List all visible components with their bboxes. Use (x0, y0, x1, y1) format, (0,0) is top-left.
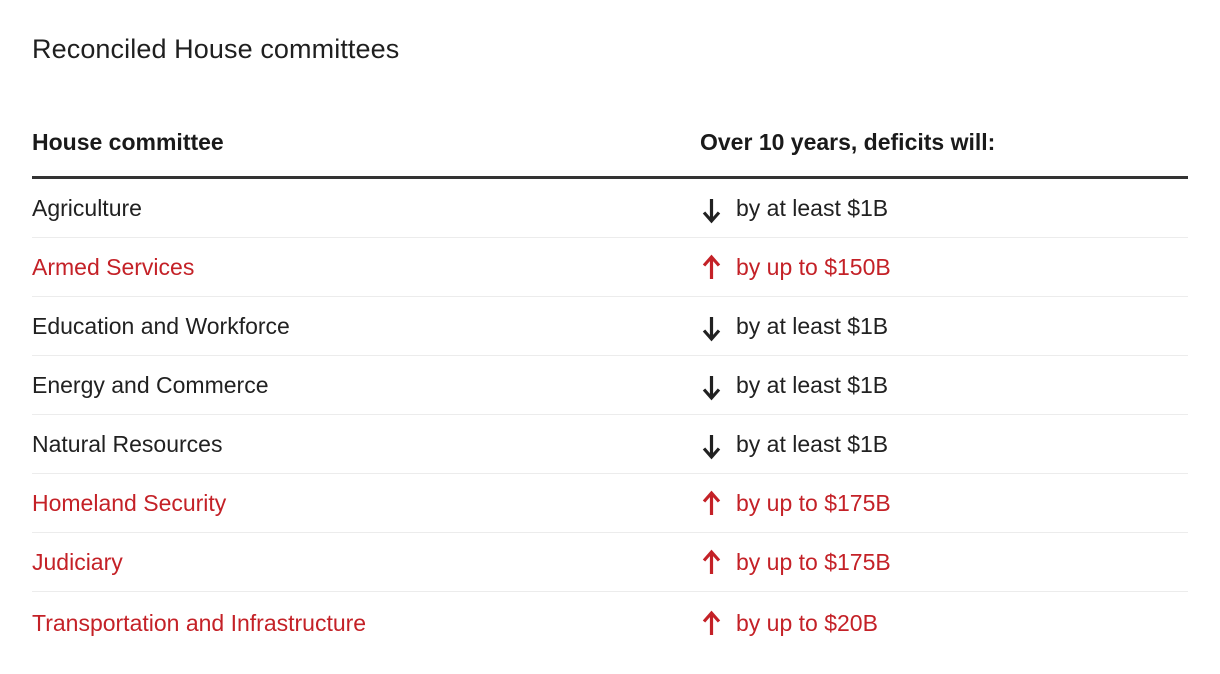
committee-name: Education and Workforce (32, 313, 290, 339)
deficit-cell: by up to $175B (700, 489, 1188, 517)
header-deficits: Over 10 years, deficits will: (700, 129, 996, 155)
arrow-up-icon (700, 490, 723, 517)
table-row: Transportation and Infrastructure by up … (32, 592, 1188, 654)
header-committee: House committee (32, 129, 224, 155)
table-row: Agriculture by at least $1B (32, 179, 1188, 238)
deficit-text: by at least $1B (736, 372, 889, 398)
page-title: Reconciled House committees (32, 34, 400, 64)
table-row: Education and Workforce by at least $1B (32, 297, 1188, 356)
deficit-cell: by up to $20B (700, 609, 1188, 637)
deficit-cell: by at least $1B (700, 311, 1188, 342)
table-row: Natural Resources by at least $1B (32, 415, 1188, 474)
page: Reconciled House committees House commit… (32, 34, 1188, 654)
deficit-cell: by at least $1B (700, 193, 1188, 224)
deficit-text: by up to $175B (736, 549, 891, 575)
table-header: House committee Over 10 years, deficits … (32, 128, 1188, 179)
deficit-cell: by at least $1B (700, 370, 1188, 401)
committee-name: Agriculture (32, 195, 142, 221)
committee-name: Natural Resources (32, 431, 223, 457)
arrow-up-icon (700, 254, 723, 281)
deficit-text: by at least $1B (736, 431, 889, 457)
arrow-up-icon (700, 610, 723, 637)
deficit-text: by at least $1B (736, 195, 889, 221)
table-row: Judiciary by up to $175B (32, 533, 1188, 592)
deficit-cell: by at least $1B (700, 429, 1188, 460)
committee-name: Judiciary (32, 549, 123, 575)
deficit-cell: by up to $175B (700, 548, 1188, 576)
deficit-text: by up to $20B (736, 610, 878, 636)
committee-name: Armed Services (32, 254, 195, 280)
committee-name: Transportation and Infrastructure (32, 610, 367, 636)
arrow-up-icon (700, 549, 723, 576)
deficit-cell: by up to $150B (700, 253, 1188, 281)
table-row: Armed Services by up to $150B (32, 238, 1188, 297)
table-row: Energy and Commerce by at least $1B (32, 356, 1188, 415)
arrow-down-icon (700, 315, 723, 342)
committee-name: Energy and Commerce (32, 372, 269, 398)
deficit-text: by up to $150B (736, 254, 891, 280)
deficit-text: by up to $175B (736, 490, 891, 516)
committee-name: Homeland Security (32, 490, 227, 516)
deficit-text: by at least $1B (736, 313, 889, 339)
committees-table: House committee Over 10 years, deficits … (32, 128, 1188, 654)
arrow-down-icon (700, 433, 723, 460)
arrow-down-icon (700, 197, 723, 224)
arrow-down-icon (700, 374, 723, 401)
table-row: Homeland Security by up to $175B (32, 474, 1188, 533)
